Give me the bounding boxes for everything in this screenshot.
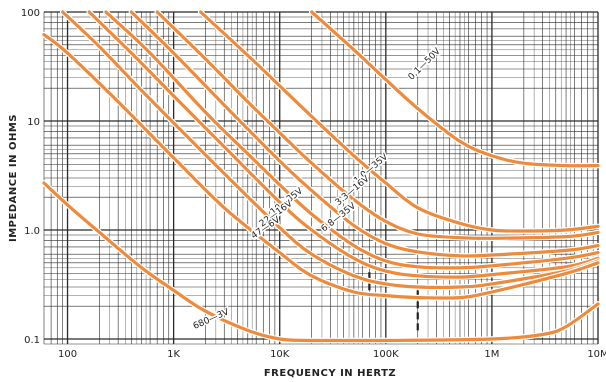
y-tick-labels: 0.1 1.0 10 100 [21,8,40,346]
grid [43,11,599,345]
curve-outline [128,9,601,259]
x-tick-label: 10K [270,349,290,360]
y-axis-label: IMPEDANCE IN OHMS [8,114,19,242]
x-tick-label: 100 [58,349,77,360]
impedance-curve [104,10,600,270]
x-tick-label: 10M [587,349,606,360]
impedance-curve [42,181,600,343]
impedance-curve [87,10,600,279]
impedance-curve [42,33,600,300]
curve-outline [308,9,601,169]
impedance-curve [61,10,600,289]
y-tick-label: 10 [27,117,40,128]
impedance-curve [310,10,600,168]
x-tick-labels: 100 1K 10K 100K 1M 10M [58,349,606,360]
impedance-curve [155,10,600,240]
impedance-curve [199,10,600,233]
y-tick-label: 1.0 [24,226,40,237]
y-tick-label: 0.1 [24,335,40,346]
x-tick-label: 1K [167,349,180,360]
y-tick-label: 100 [21,8,40,19]
impedance-curves [41,9,601,344]
x-tick-label: 1M [484,349,499,360]
x-axis-label: FREQUENCY IN HERTZ [264,368,396,379]
impedance-curve [129,10,600,258]
x-tick-label: 100K [373,349,399,360]
curve-label: 0.1—50V [407,46,444,83]
